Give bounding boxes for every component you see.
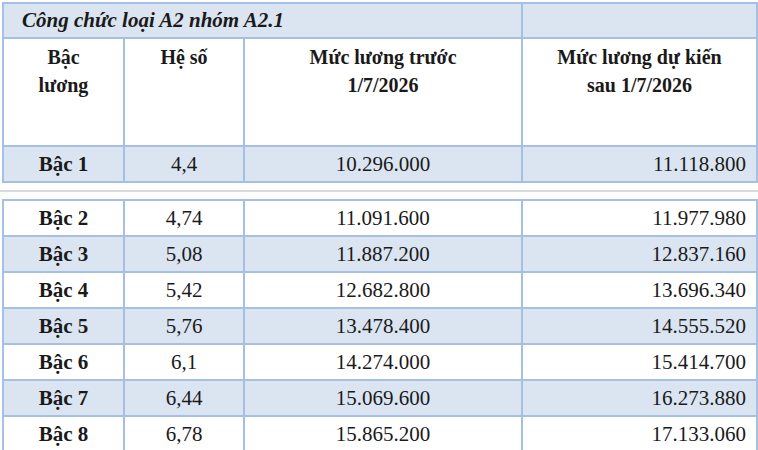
screenshot-seam bbox=[0, 183, 758, 199]
grade-cell: Bậc 4 bbox=[3, 272, 124, 308]
table-title: Công chức loại A2 nhóm A2.1 bbox=[3, 3, 522, 38]
table-row: Bậc 4 5,42 12.682.800 13.696.340 bbox=[3, 272, 757, 308]
salary-after-cell: 17.133.060 bbox=[522, 416, 757, 450]
coefficient-cell: 6,78 bbox=[124, 416, 244, 450]
salary-after-cell: 11.977.980 bbox=[522, 200, 757, 236]
salary-before-cell: 12.682.800 bbox=[244, 272, 522, 308]
table-row: Bậc 6 6,1 14.274.000 15.414.700 bbox=[3, 344, 757, 380]
salary-after-cell: 16.273.880 bbox=[522, 380, 757, 416]
coefficient-cell: 6,44 bbox=[124, 380, 244, 416]
salary-after-cell: 13.696.340 bbox=[522, 272, 757, 308]
header-salary-after: Mức lương dự kiến sau 1/7/2026 bbox=[522, 38, 757, 146]
header-grade: Bậc lương bbox=[3, 38, 124, 146]
table-row: Bậc 2 4,74 11.091.600 11.977.980 bbox=[3, 200, 757, 236]
header-salary-before: Mức lương trước 1/7/2026 bbox=[244, 38, 522, 146]
grade-cell: Bậc 1 bbox=[3, 146, 124, 182]
salary-before-cell: 13.478.400 bbox=[244, 308, 522, 344]
salary-after-cell: 11.118.800 bbox=[522, 146, 757, 182]
table-row: Bậc 3 5,08 11.887.200 12.837.160 bbox=[3, 236, 757, 272]
coefficient-cell: 4,4 bbox=[124, 146, 244, 182]
grade-cell: Bậc 7 bbox=[3, 380, 124, 416]
grade-cell: Bậc 5 bbox=[3, 308, 124, 344]
grade-cell: Bậc 6 bbox=[3, 344, 124, 380]
seam-divider-line bbox=[0, 190, 758, 192]
grade-cell: Bậc 2 bbox=[3, 200, 124, 236]
salary-table-upper: Công chức loại A2 nhóm A2.1 Bậc lương Hệ… bbox=[2, 2, 758, 183]
salary-before-cell: 14.274.000 bbox=[244, 344, 522, 380]
salary-before-cell: 15.865.200 bbox=[244, 416, 522, 450]
salary-before-cell: 11.887.200 bbox=[244, 236, 522, 272]
table-title-empty-cell bbox=[522, 3, 757, 38]
salary-before-cell: 10.296.000 bbox=[244, 146, 522, 182]
salary-after-cell: 12.837.160 bbox=[522, 236, 757, 272]
table-row: Bậc 5 5,76 13.478.400 14.555.520 bbox=[3, 308, 757, 344]
coefficient-cell: 5,76 bbox=[124, 308, 244, 344]
salary-table-lower: Bậc 2 4,74 11.091.600 11.977.980 Bậc 3 5… bbox=[2, 199, 758, 450]
table-header-row: Bậc lương Hệ số Mức lương trước 1/7/2026… bbox=[3, 38, 757, 146]
grade-cell: Bậc 8 bbox=[3, 416, 124, 450]
salary-after-cell: 15.414.700 bbox=[522, 344, 757, 380]
table-row: Bậc 7 6,44 15.069.600 16.273.880 bbox=[3, 380, 757, 416]
salary-before-cell: 15.069.600 bbox=[244, 380, 522, 416]
coefficient-cell: 6,1 bbox=[124, 344, 244, 380]
salary-before-cell: 11.091.600 bbox=[244, 200, 522, 236]
salary-table-screenshot: Công chức loại A2 nhóm A2.1 Bậc lương Hệ… bbox=[0, 0, 758, 450]
coefficient-cell: 4,74 bbox=[124, 200, 244, 236]
coefficient-cell: 5,42 bbox=[124, 272, 244, 308]
table-row: Bậc 8 6,78 15.865.200 17.133.060 bbox=[3, 416, 757, 450]
table-row: Bậc 1 4,4 10.296.000 11.118.800 bbox=[3, 146, 757, 182]
salary-after-cell: 14.555.520 bbox=[522, 308, 757, 344]
coefficient-cell: 5,08 bbox=[124, 236, 244, 272]
grade-cell: Bậc 3 bbox=[3, 236, 124, 272]
header-coefficient: Hệ số bbox=[124, 38, 244, 146]
table-title-row: Công chức loại A2 nhóm A2.1 bbox=[3, 3, 757, 38]
